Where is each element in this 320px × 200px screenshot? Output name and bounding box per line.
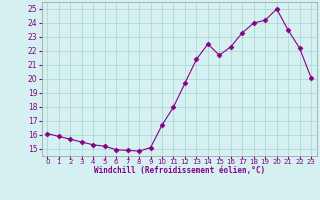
X-axis label: Windchill (Refroidissement éolien,°C): Windchill (Refroidissement éolien,°C) bbox=[94, 166, 265, 175]
